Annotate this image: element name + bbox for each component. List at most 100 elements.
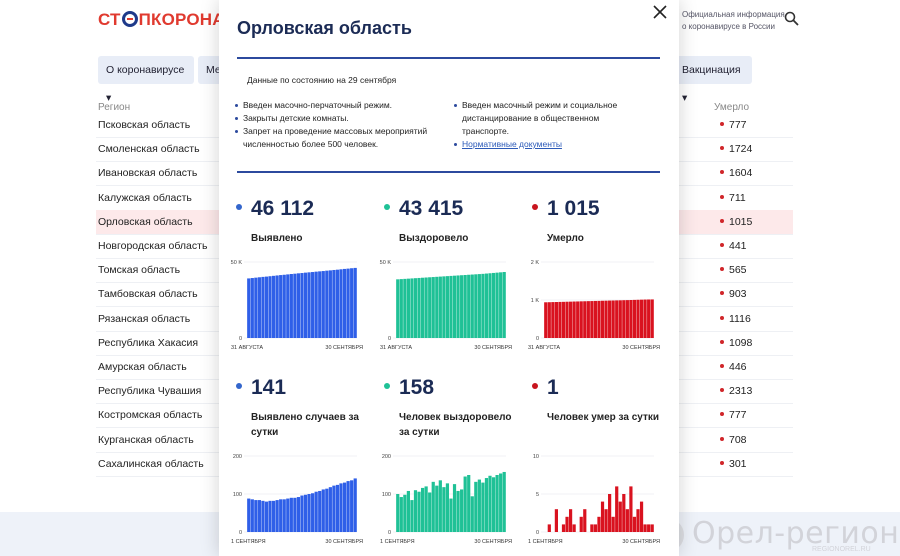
bar <box>590 301 594 338</box>
bar <box>328 487 332 532</box>
bar <box>470 496 474 532</box>
bar <box>296 497 301 532</box>
search-icon[interactable] <box>784 11 799 26</box>
chart-svg: 200 100 0 1 СЕНТЯБРЯ 30 СЕНТЯБРЯ <box>231 454 363 545</box>
region-name: Орловская область <box>98 215 193 228</box>
bar <box>413 278 418 338</box>
bar <box>445 483 450 532</box>
bar <box>597 300 601 338</box>
stat-dot-icon <box>236 383 242 389</box>
bar <box>396 279 400 338</box>
bar <box>622 300 626 338</box>
region-name: Сахалинская область <box>98 457 204 470</box>
x-label-start: 1 СЕНТЯБРЯ <box>231 539 266 545</box>
bar <box>456 490 460 532</box>
y-tick-label: 5 <box>536 492 539 498</box>
nav-measures[interactable]: Ме <box>198 56 222 84</box>
bar <box>399 497 403 532</box>
died-value: 711 <box>720 186 746 210</box>
nav-vaccination[interactable]: Вакцинация ▾ <box>674 56 752 104</box>
chart-svg: 50 K 0 31 АВГУСТА 30 СЕНТЯБРЯ <box>380 260 512 351</box>
region-name: Курганская область <box>98 433 194 446</box>
bar <box>307 494 311 532</box>
chart-svg: 200 100 0 1 СЕНТЯБРЯ 30 СЕНТЯБРЯ <box>380 454 512 545</box>
bar <box>491 272 496 338</box>
y-tick-label: 200 <box>382 454 391 460</box>
stat-value-row: 1 <box>532 376 667 400</box>
bar <box>339 269 343 338</box>
stat-block: 1 Человек умер за сутки <box>532 376 667 425</box>
region-name: Республика Хакасия <box>98 336 199 349</box>
bar <box>467 274 471 338</box>
bar <box>424 277 428 338</box>
nav-about-coronavirus[interactable]: О коронавирусе ▾ <box>98 56 194 104</box>
measures-right: Введен масочный режим и социальное диста… <box>454 99 644 151</box>
bar <box>452 275 457 338</box>
bar <box>318 490 322 532</box>
stat-label: Человек умер за сутки <box>547 412 660 423</box>
stat-label: Выздоровело <box>399 233 469 244</box>
bar <box>481 482 485 532</box>
close-icon[interactable] <box>652 4 668 20</box>
docs-link-item: Нормативные документы <box>454 138 644 151</box>
bar <box>502 471 506 532</box>
bar <box>286 274 290 338</box>
y-tick-label: 0 <box>536 336 539 342</box>
x-label-end: 30 СЕНТЯБРЯ <box>474 345 512 351</box>
bar <box>321 489 325 532</box>
died-value: 301 <box>720 452 747 476</box>
measures-left: Введен масочно-перчаточный режим. Закрыт… <box>235 99 430 151</box>
bar <box>611 516 615 532</box>
y-tick-label: 0 <box>536 530 539 536</box>
region-name: Смоленская область <box>98 143 200 156</box>
bar <box>406 278 410 338</box>
bar <box>247 278 251 338</box>
measure-item: Введен масочно-перчаточный режим. <box>235 99 430 112</box>
bar <box>611 300 615 338</box>
bar <box>639 299 644 338</box>
bar <box>268 276 272 338</box>
x-label-end: 30 СЕНТЯБРЯ <box>622 345 660 351</box>
region-modal: Орловская область Данные по состоянию на… <box>219 0 679 556</box>
bar <box>335 269 340 338</box>
y-tick-label: 100 <box>382 492 391 498</box>
col-region-header: Регион <box>98 102 131 113</box>
bar <box>608 300 612 338</box>
stat-value-row: 46 112 <box>236 197 371 221</box>
bar <box>247 498 251 532</box>
bar <box>625 509 629 532</box>
bar <box>346 268 350 338</box>
bar <box>442 276 446 338</box>
bar <box>431 277 435 338</box>
bar <box>275 500 279 532</box>
stat-dot-icon <box>532 204 538 210</box>
bar <box>420 277 425 338</box>
bar <box>622 494 626 532</box>
bar <box>484 273 489 338</box>
official-line1: Официальная информация <box>682 10 785 19</box>
bar <box>353 267 357 338</box>
y-tick-label: 200 <box>233 454 242 460</box>
bar <box>608 494 612 532</box>
chart-3: 2 K 1 K 0 31 АВГУСТА 30 СЕНТЯБРЯ <box>526 257 661 351</box>
y-tick-label: 1 K <box>531 298 540 304</box>
bar <box>463 274 467 338</box>
chart-svg: 10 5 0 1 СЕНТЯБРЯ 30 СЕНТЯБРЯ <box>528 454 660 545</box>
bar <box>318 271 322 338</box>
stat-block: 158 Человек выздоровело за сутки <box>384 376 519 440</box>
bar <box>410 278 414 338</box>
died-value: 1724 <box>720 137 752 161</box>
bar <box>568 509 573 532</box>
y-tick-label: 0 <box>239 530 242 536</box>
bar <box>636 299 640 338</box>
bar <box>554 302 558 338</box>
normative-docs-link[interactable]: Нормативные документы <box>462 139 562 149</box>
bar <box>456 275 460 338</box>
died-value: 2313 <box>720 379 752 403</box>
x-label-start: 31 АВГУСТА <box>380 345 412 351</box>
stat-block: 141 Выявлено случаев за сутки <box>236 376 371 440</box>
bar <box>257 277 261 338</box>
bar <box>346 481 350 532</box>
y-tick-label: 0 <box>388 530 391 536</box>
bar <box>615 300 619 338</box>
